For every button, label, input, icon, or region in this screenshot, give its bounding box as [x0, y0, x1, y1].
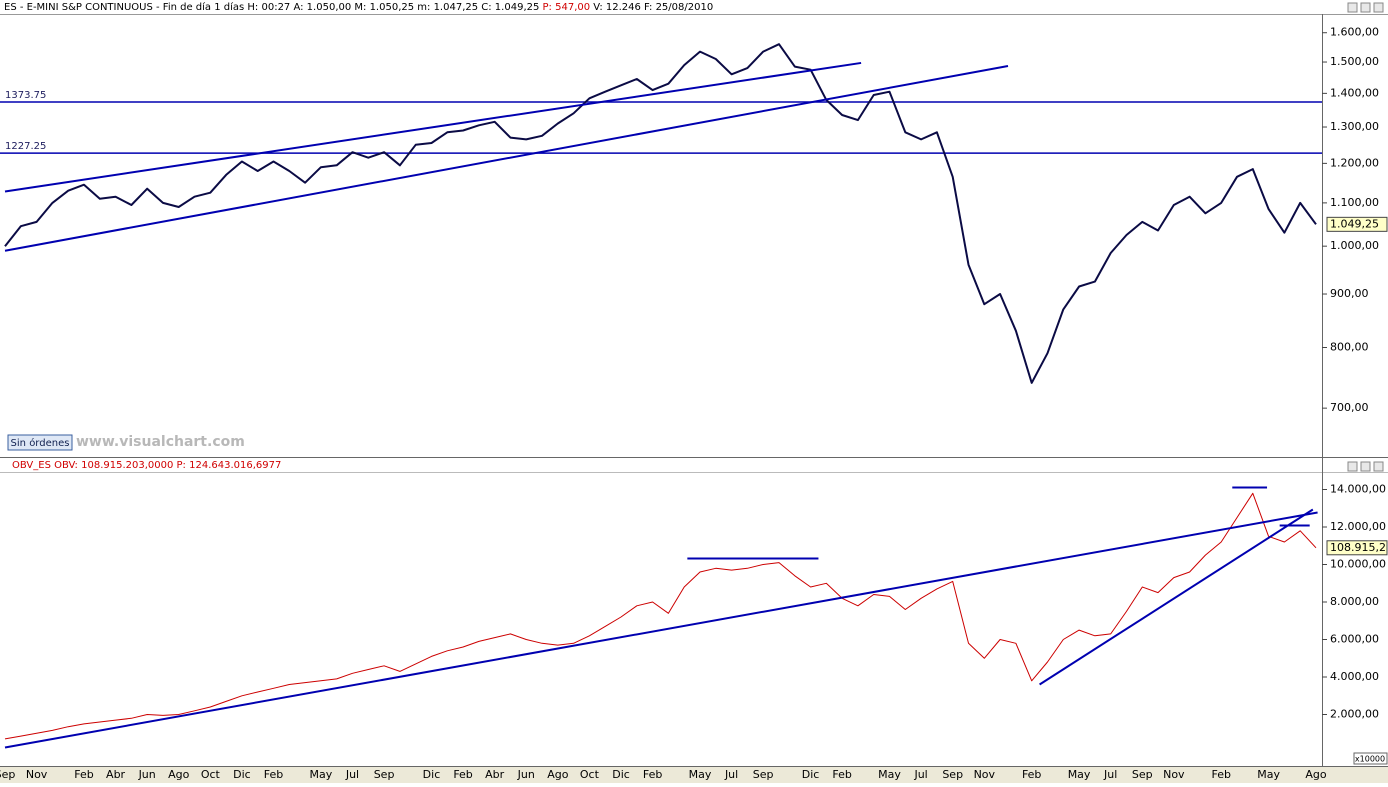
chart-title: ES - E-MINI S&P CONTINUOUS - Fin de día … — [4, 1, 713, 13]
x-tick-label: Abr — [485, 768, 505, 781]
horizontal-line-label: 1227.25 — [5, 141, 46, 152]
y-tick-label: 700,00 — [1330, 401, 1369, 414]
trend-line — [4, 64, 1009, 252]
current-value-box — [1326, 540, 1388, 556]
title-text: ES - E-MINI S&P CONTINUOUS - Fin de día … — [4, 1, 539, 13]
x-tick-label: Nov — [26, 768, 48, 781]
y-tick-label: 4.000,00 — [1330, 670, 1379, 683]
price-line — [4, 492, 1317, 740]
x-tick-label: Ago — [1305, 768, 1327, 781]
scale-note-box — [1353, 752, 1388, 765]
x-tick-label: Dic — [802, 768, 820, 781]
y-tick-label: 1.100,00 — [1330, 196, 1379, 209]
window-buttons[interactable] — [1347, 2, 1384, 472]
y-tick-label: 1.500,00 — [1330, 55, 1379, 68]
x-tick-label: Oct — [201, 768, 221, 781]
current-value-label: 1.049,25 — [1330, 217, 1379, 230]
y-tick-label: 8.000,00 — [1330, 595, 1379, 608]
x-tick-label: May — [310, 768, 333, 781]
x-axis-strip — [0, 766, 1388, 783]
x-tick-label: Feb — [264, 768, 283, 781]
x-tick-label: Feb — [74, 768, 93, 781]
x-tick-label: Abr — [106, 768, 126, 781]
x-tick-label: Sep — [1132, 768, 1153, 781]
minimize-button[interactable] — [1347, 2, 1358, 13]
y-tick-label: 1.200,00 — [1330, 156, 1379, 169]
x-tick-label: Sep — [942, 768, 963, 781]
x-tick-label: Jun — [138, 768, 156, 781]
title-highlight: P: 547,00 — [543, 2, 591, 13]
price-line — [4, 43, 1317, 384]
current-value-label: 108.915,2 — [1330, 541, 1386, 554]
y-tick-label: 10.000,00 — [1330, 558, 1386, 571]
y-tick-label: 6.000,00 — [1330, 633, 1379, 646]
x-tick-label: Nov — [1163, 768, 1185, 781]
y-tick-label: 800,00 — [1330, 341, 1369, 354]
x-tick-label: Jul — [724, 768, 738, 781]
x-tick-label: Jul — [345, 768, 359, 781]
close-button[interactable] — [1373, 461, 1384, 472]
y-tick-label: 1.300,00 — [1330, 120, 1379, 133]
panel-title: OBV_ES OBV: 108.915.203,0000 P: 124.643.… — [12, 460, 281, 471]
x-tick-label: Dic — [612, 768, 630, 781]
horizontal-line-label: 1373.75 — [5, 90, 46, 101]
x-tick-label: May — [878, 768, 901, 781]
x-tick-label: Feb — [1211, 768, 1230, 781]
y-tick-label: 14.000,00 — [1330, 483, 1386, 496]
x-tick-label: Sep — [0, 768, 15, 781]
x-tick-label: Dic — [423, 768, 441, 781]
x-tick-label: Dic — [233, 768, 251, 781]
y-tick-label: 1.000,00 — [1330, 239, 1379, 252]
watermark: www.visualchart.com — [76, 434, 245, 450]
x-tick-label: Feb — [453, 768, 472, 781]
y-tick-label: 1.400,00 — [1330, 86, 1379, 99]
x-tick-label: Jun — [517, 768, 535, 781]
y-tick-label: 12.000,00 — [1330, 520, 1386, 533]
x-tick-label: Sep — [374, 768, 395, 781]
x-tick-label: Oct — [580, 768, 600, 781]
x-tick-label: May — [1257, 768, 1280, 781]
current-value-box — [1326, 216, 1388, 232]
close-button[interactable] — [1373, 2, 1384, 13]
trend-line — [4, 511, 1318, 749]
trend-line — [4, 61, 862, 193]
y-tick-label: 2.000,00 — [1330, 708, 1379, 721]
x-tick-label: May — [689, 768, 712, 781]
x-tick-label: Feb — [643, 768, 662, 781]
x-tick-label: Ago — [168, 768, 190, 781]
y-tick-label: 1.600,00 — [1330, 26, 1379, 39]
minimize-button[interactable] — [1347, 461, 1358, 472]
x-tick-label: Nov — [974, 768, 996, 781]
x-tick-label: May — [1068, 768, 1091, 781]
orders-button-label[interactable]: Sin órdenes — [11, 437, 70, 449]
x-tick-label: Jul — [913, 768, 927, 781]
orders-button[interactable] — [7, 434, 73, 451]
y-tick-label: 900,00 — [1330, 287, 1369, 300]
trend-line — [1039, 508, 1314, 686]
title-tail: V: 12.246 F: 25/08/2010 — [593, 2, 713, 13]
maximize-button[interactable] — [1360, 461, 1371, 472]
x-tick-label: Ago — [547, 768, 569, 781]
scale-note: x10000 — [1355, 755, 1385, 764]
maximize-button[interactable] — [1360, 2, 1371, 13]
x-tick-label: Jul — [1103, 768, 1117, 781]
x-tick-label: Feb — [1022, 768, 1041, 781]
x-tick-label: Feb — [832, 768, 851, 781]
x-tick-label: Sep — [753, 768, 774, 781]
